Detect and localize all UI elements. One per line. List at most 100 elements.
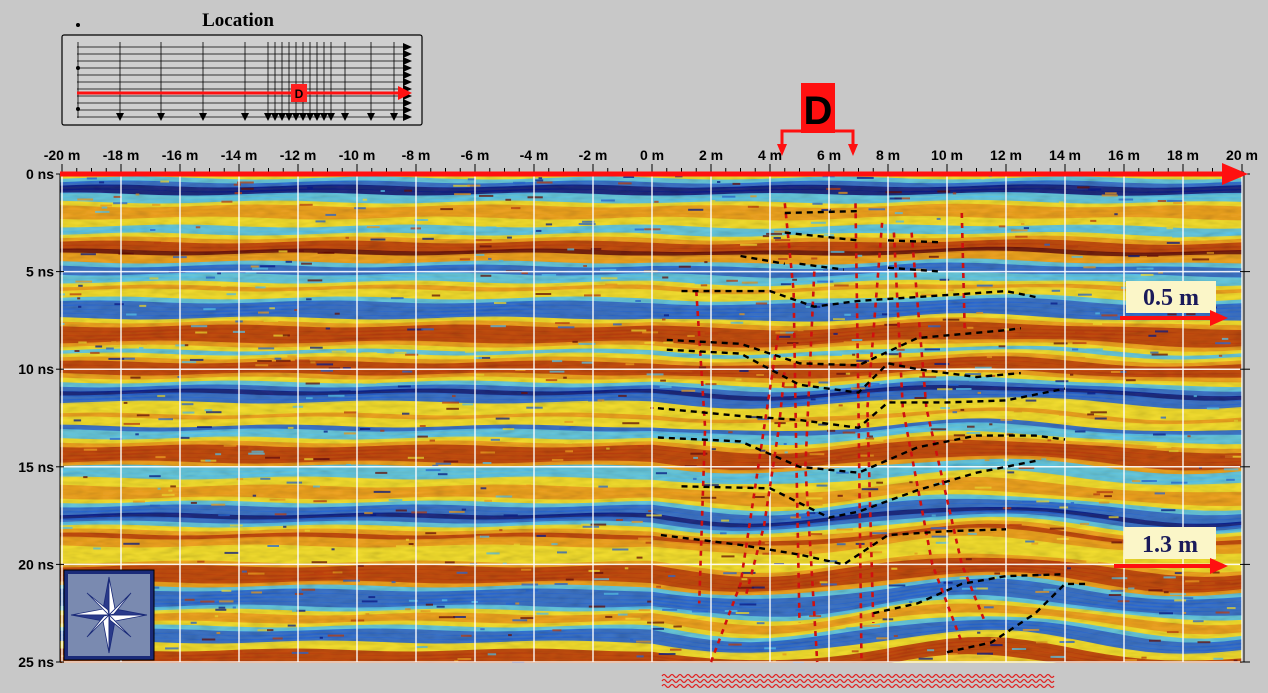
- band-speckle: [646, 373, 664, 376]
- depth-label-1-text: 0.5 m: [1143, 285, 1199, 311]
- band-speckle: [168, 489, 173, 492]
- band-speckle: [525, 589, 539, 592]
- x-tick-label: -16 m: [162, 147, 199, 163]
- band-speckle: [1216, 449, 1233, 452]
- band-speckle: [480, 451, 495, 454]
- band-speckle: [215, 453, 222, 456]
- band-speckle: [527, 196, 543, 199]
- band-speckle: [267, 545, 279, 547]
- band-speckle: [856, 176, 874, 179]
- depth-label-2-box: [1124, 527, 1216, 559]
- band-speckle: [503, 514, 518, 517]
- reflector-dashed-line: [946, 582, 1089, 654]
- band-speckle: [90, 558, 103, 560]
- band-speckle: [583, 265, 587, 267]
- band-speckle: [274, 513, 287, 516]
- band-speckle: [670, 648, 682, 651]
- band-speckle: [1182, 597, 1194, 600]
- band-speckle: [693, 477, 697, 480]
- x-tick-label: -18 m: [103, 147, 140, 163]
- band-speckle: [989, 423, 993, 426]
- x-tick-label: 20 m: [1226, 147, 1258, 163]
- band-speckle: [454, 399, 461, 402]
- band-speckle: [766, 232, 782, 235]
- band-speckle: [625, 617, 641, 620]
- band-speckle: [572, 340, 578, 343]
- band-speckle: [538, 177, 543, 180]
- band-speckle: [360, 428, 371, 430]
- band-speckle: [283, 525, 287, 528]
- band-speckle: [1114, 213, 1118, 216]
- band-speckle: [299, 203, 313, 206]
- inset-dot: [76, 66, 80, 70]
- band-speckle: [313, 485, 320, 488]
- band-speckle: [354, 207, 366, 210]
- band-speckle: [1007, 471, 1015, 474]
- band-speckle: [1226, 607, 1236, 610]
- band-speckle: [83, 448, 98, 451]
- band-speckle: [549, 370, 565, 373]
- band-speckle: [642, 331, 659, 334]
- band-speckle: [845, 372, 851, 375]
- band-speckle: [1123, 659, 1137, 661]
- band-speckle: [756, 622, 765, 625]
- band-speckle: [512, 619, 528, 622]
- band-speckle: [1096, 491, 1113, 494]
- x-tick-label: -2 m: [579, 147, 608, 163]
- inset-down-arrow: [285, 113, 293, 121]
- band-speckle: [252, 494, 257, 497]
- inset-down-arrow: [264, 113, 272, 121]
- band-speckle: [165, 647, 179, 650]
- inset-marker-label: D: [295, 87, 304, 101]
- band-speckle: [768, 243, 779, 246]
- x-tick-label: 10 m: [931, 147, 963, 163]
- band-speckle: [609, 508, 619, 511]
- band-speckle: [852, 353, 856, 356]
- band-speckle: [487, 653, 497, 656]
- band-speckle: [429, 439, 435, 442]
- band-speckle: [868, 208, 886, 211]
- band-speckle: [563, 376, 567, 379]
- inset-down-arrow: [292, 113, 300, 121]
- band-speckle: [1155, 330, 1169, 333]
- band-speckle: [80, 253, 96, 256]
- band-speckle: [313, 571, 324, 574]
- band-speckle: [1025, 540, 1035, 543]
- band-speckle: [136, 414, 150, 417]
- band-speckle: [634, 228, 644, 231]
- band-speckle: [1018, 467, 1035, 469]
- band-speckle: [741, 281, 758, 284]
- band-strip: [60, 594, 1242, 622]
- band-speckle: [260, 265, 276, 268]
- reflector-dashed-line: [681, 459, 1036, 519]
- band-speckle: [436, 605, 445, 608]
- band-speckle: [638, 537, 654, 540]
- band-speckle: [205, 276, 215, 279]
- band-speckle: [425, 603, 433, 606]
- inset-line-arrow: [403, 99, 412, 107]
- band-speckle: [810, 221, 826, 224]
- reflector-lines: [657, 209, 1089, 654]
- band-speckle: [913, 268, 926, 271]
- band-speckle: [977, 370, 983, 373]
- band-speckle: [181, 403, 194, 406]
- band-speckle: [182, 411, 195, 414]
- band-speckle: [755, 302, 768, 305]
- band-speckle: [265, 456, 280, 459]
- band-speckle: [1104, 333, 1115, 336]
- band-speckle: [362, 381, 377, 384]
- depth-label-2-text: 1.3 m: [1142, 532, 1198, 558]
- band-speckle: [659, 385, 672, 388]
- band-speckle: [402, 412, 410, 415]
- band-speckle: [391, 425, 405, 428]
- band-speckle: [806, 512, 816, 515]
- band-speckle: [255, 286, 266, 289]
- band-speckle: [1199, 205, 1204, 208]
- reflector-dashed-line: [657, 434, 1066, 474]
- d-marker: D: [777, 83, 858, 156]
- band-speckle: [742, 571, 756, 574]
- band-speckle: [851, 650, 859, 653]
- band-speckle: [1044, 243, 1050, 246]
- band-speckle: [95, 210, 110, 213]
- band-speckle: [310, 346, 323, 349]
